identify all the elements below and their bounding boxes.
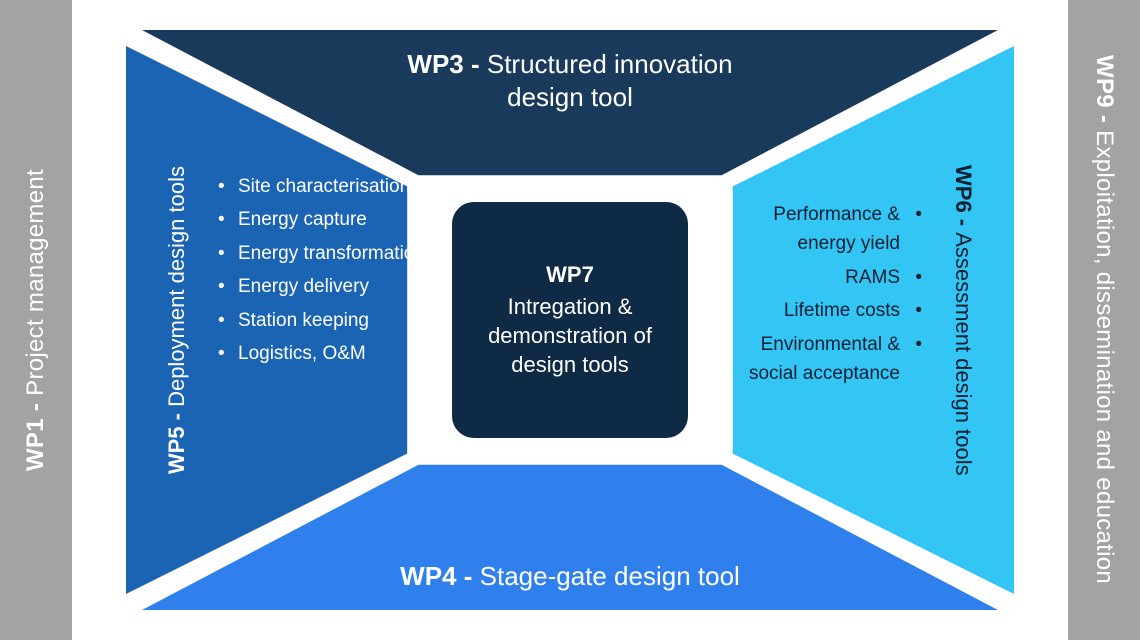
- wp6-list: Performance & energy yield RAMS Lifetime c…: [712, 200, 922, 393]
- diagram-stage: WP3 - Structured innovationdesign tool W…: [72, 0, 1068, 640]
- wp3-label: WP3 - Structured innovationdesign tool: [72, 48, 1068, 113]
- wp6-item: Performance & energy yield: [712, 200, 922, 259]
- wp9-label: WP9 - Exploitation, dissemination and ed…: [1090, 55, 1118, 584]
- wp5-item: Station keeping: [218, 306, 438, 335]
- wp7-center: WP7 Intregation & demonstration of desig…: [452, 202, 688, 438]
- wp5-item: Energy transformation: [218, 239, 438, 268]
- wp5-item: Logistics, O&M: [218, 339, 438, 368]
- wp5-item: Energy capture: [218, 205, 438, 234]
- sidebar-wp9: WP9 - Exploitation, dissemination and ed…: [1068, 0, 1140, 640]
- wp6-item: RAMS: [712, 263, 922, 292]
- wp6-item: Environmental & social acceptance: [712, 330, 922, 389]
- wp5-list: Site characterisation Energy capture Energ…: [218, 172, 438, 373]
- wp5-title: WP5 - Deployment design tools: [164, 0, 190, 640]
- wp6-item: Lifetime costs: [712, 296, 922, 325]
- wp6-title: WP6 - Assessment design tools: [950, 0, 976, 640]
- wp4-label: WP4 - Stage-gate design tool: [72, 561, 1068, 592]
- wp1-label: WP1 - Project management: [22, 169, 50, 471]
- sidebar-wp1: WP1 - Project management: [0, 0, 72, 640]
- wp5-item: Site characterisation: [218, 172, 438, 201]
- wp5-item: Energy delivery: [218, 272, 438, 301]
